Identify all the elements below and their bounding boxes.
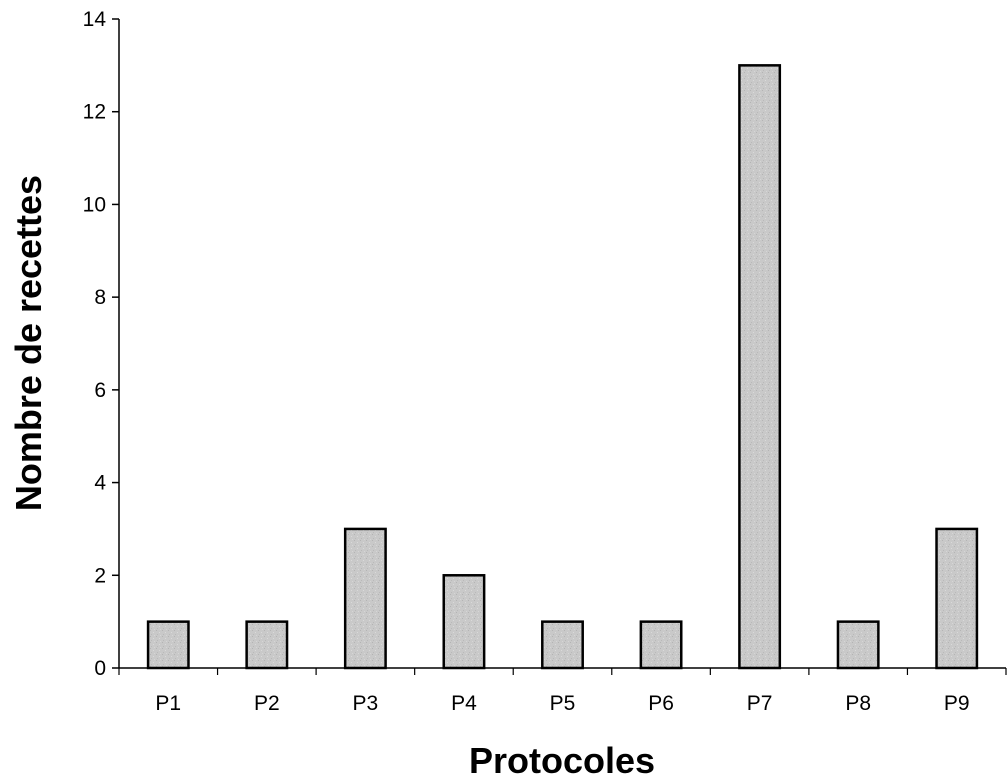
- y-tick-label: 0: [94, 657, 106, 680]
- x-axis: P1 P2 P3 P4 P5 P6 P7 P8 P9: [118, 667, 1007, 715]
- bar-p4: [442, 574, 486, 670]
- y-axis-title: Nombre de recettes: [8, 175, 49, 511]
- x-axis-title: Protocoles: [469, 740, 655, 781]
- x-tick-label: P6: [648, 692, 674, 715]
- x-tick-label: P9: [944, 692, 970, 715]
- y-tick-label: 12: [83, 101, 106, 124]
- bar-p6: [639, 620, 683, 670]
- x-tick-label: P1: [155, 692, 181, 715]
- x-tick-label: P7: [747, 692, 773, 715]
- bar-p9: [935, 527, 979, 670]
- y-axis: 0 2 4 6 8 10 12 14: [83, 8, 120, 680]
- bars-group: [146, 64, 979, 670]
- bar-p5: [541, 620, 584, 670]
- bar-p1: [146, 620, 190, 670]
- y-tick-label: 10: [83, 193, 106, 216]
- bar-p7: [738, 64, 782, 670]
- x-tick-label: P8: [845, 692, 871, 715]
- y-tick-label: 14: [83, 8, 107, 31]
- bar-p8: [836, 620, 880, 670]
- y-tick-label: 8: [94, 286, 106, 309]
- x-tick-label: P4: [451, 692, 477, 715]
- y-tick-label: 6: [94, 379, 106, 402]
- x-tick-label: P3: [353, 692, 379, 715]
- x-tick-label: P5: [550, 692, 576, 715]
- y-tick-label: 4: [94, 472, 106, 495]
- bar-p2: [245, 620, 289, 670]
- bar-p3: [343, 527, 387, 670]
- y-tick-label: 2: [94, 564, 106, 587]
- x-tick-label: P2: [254, 692, 280, 715]
